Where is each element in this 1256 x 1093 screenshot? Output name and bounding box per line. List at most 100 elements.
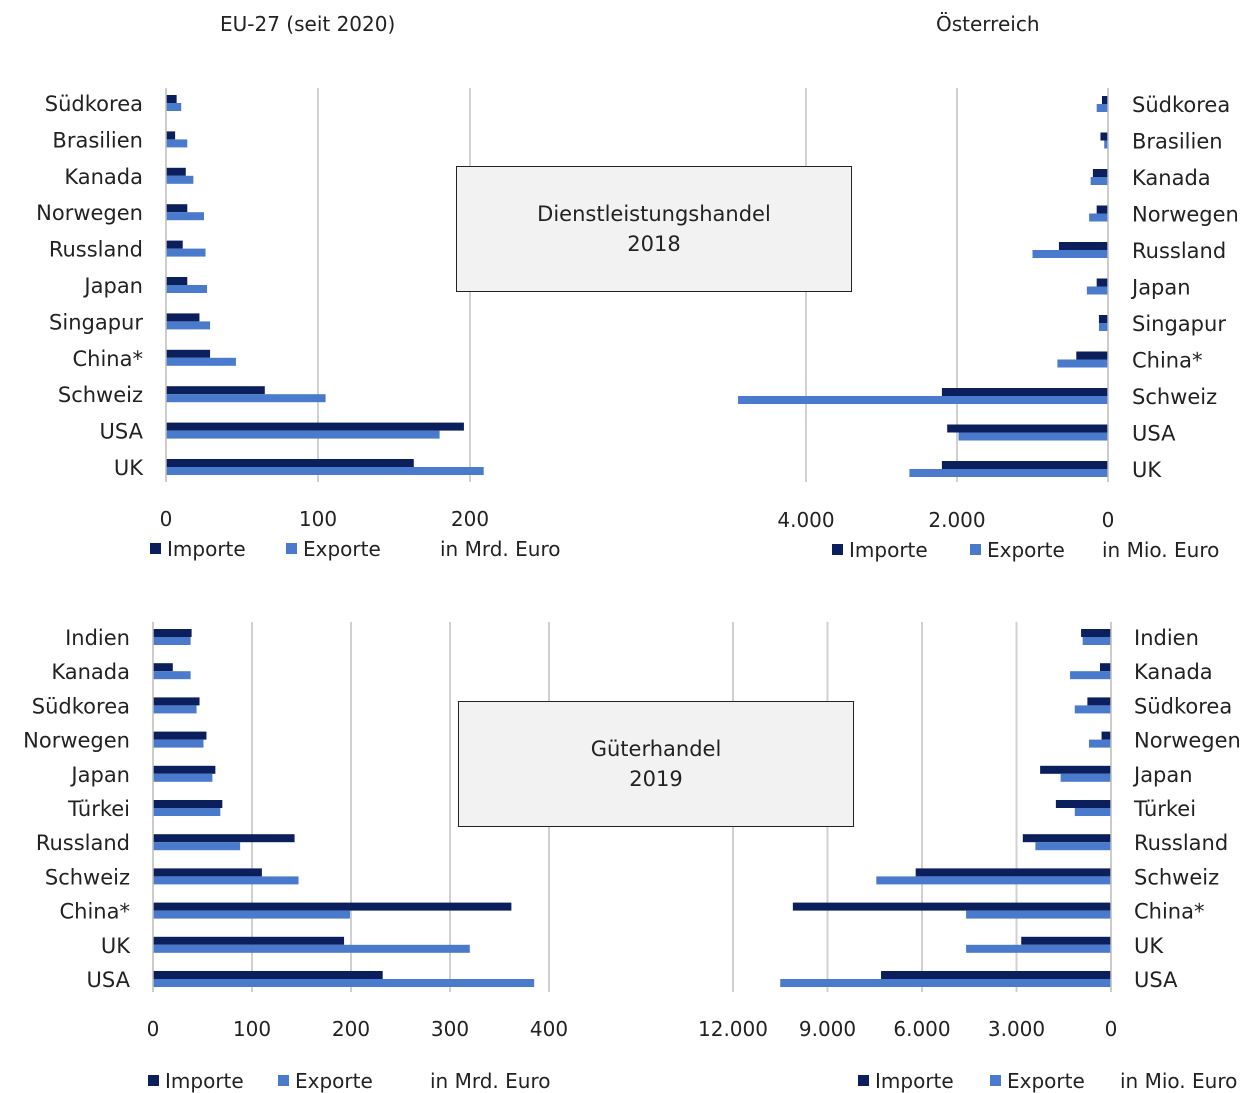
services_at-bar-importe [1076,351,1108,360]
goods_at-category-label: UK [1134,934,1164,958]
services_eu-bar-exporte [166,285,208,293]
goods_at-bar-importe [1021,936,1111,945]
goods_at-category-label: China* [1134,900,1205,924]
services_at-bar-importe [1098,315,1108,323]
services_at-tick-label: 2.000 [928,508,985,532]
goods_eu-tick-label: 300 [431,1017,469,1041]
goods_eu-legend-label: Exporte [295,1069,373,1093]
services_eu-bar-exporte [166,357,236,366]
title-box-services-line2: 2018 [627,232,681,256]
goods_eu-legend-swatch-importe [148,1075,159,1086]
services_eu-bar-exporte [166,430,440,439]
goods_at-bar-importe [1081,629,1111,637]
services_eu-bar-exporte [166,139,188,148]
services_at-unit-label: in Mio. Euro [1102,538,1219,562]
goods_at-bar-exporte [1074,705,1111,714]
services_eu-bar-importe [166,277,188,285]
services_at-bar-importe [941,461,1108,469]
services_eu-legend-swatch-importe [150,543,161,554]
services_at-bar-exporte [909,469,1108,477]
services_at-category-label: USA [1132,422,1176,446]
goods_at-bar-importe [1087,697,1111,706]
services_at-category-label: Schweiz [1132,385,1217,409]
goods_at-tick-label: 9.000 [799,1017,856,1041]
services_eu-category-label: Japan [82,274,143,298]
services_eu-legend-label: Exporte [303,537,381,561]
services_eu-category-label: USA [100,420,144,444]
goods_eu-category-label: USA [87,968,131,992]
goods_at-category-label: Norwegen [1134,729,1241,753]
services_eu-category-label: Schweiz [58,383,143,407]
goods_eu-category-label: Japan [69,763,130,787]
goods_at-tick-label: 12.000 [698,1017,768,1041]
goods_eu-bar-exporte [153,842,241,851]
services_eu-legend-label: Importe [167,537,246,561]
goods_eu-category-label: China* [60,900,131,924]
services_at-bar-exporte [1098,323,1108,331]
title-box-goods-line1: Güterhandel [590,737,722,761]
goods_at-bar-exporte [1082,637,1111,645]
goods_eu-category-label: UK [101,934,131,958]
goods_at-bar-exporte [1088,739,1111,748]
services_at-category-label: Norwegen [1132,203,1239,227]
goods_eu-category-label: Indien [65,626,130,650]
services_eu-bar-importe [166,386,265,395]
goods_eu-category-label: Kanada [51,660,130,684]
goods_eu-category-label: Südkorea [32,694,130,718]
goods_eu-bar-exporte [153,739,204,748]
header-eu: EU-27 (seit 2020) [220,12,396,36]
goods_eu-bar-exporte [153,773,213,782]
services_at-legend-label: Exporte [987,538,1065,562]
goods_eu-bar-exporte [153,876,299,885]
title-box-goods-line2: 2019 [629,767,683,791]
goods_at-bar-exporte [1070,671,1111,680]
goods_at-bar-importe [1101,731,1111,740]
services_at-category-label: UK [1132,458,1162,482]
goods_at-bar-exporte [1074,808,1111,816]
goods_eu-legend-swatch-exporte [278,1075,289,1086]
services_at-tick-label: 0 [1102,508,1115,532]
services_at-legend-swatch-importe [832,544,843,555]
services_eu-bar-importe [166,422,464,431]
goods_eu-category-label: Schweiz [45,865,130,889]
goods_eu-unit-label: in Mrd. Euro [430,1069,550,1093]
goods_at-tick-label: 0 [1105,1017,1118,1041]
goods_at-tick-label: 6.000 [893,1017,950,1041]
goods_eu-bar-importe [153,971,383,979]
services_at-bar-exporte [958,432,1108,441]
goods_at-bar-exporte [966,944,1111,953]
goods_eu-bar-importe [153,697,200,706]
goods_eu-tick-label: 400 [530,1017,568,1041]
services_eu-category-label: Brasilien [52,128,143,152]
services_at-bar-exporte [1032,250,1108,258]
services_at-bar-importe [1092,169,1108,177]
goods_eu-bar-importe [153,868,262,877]
goods_at-bar-importe [1040,765,1111,774]
goods_at-bar-exporte [1060,773,1111,782]
services_eu-tick-label: 200 [451,507,489,531]
goods_at-bar-importe [1099,663,1111,672]
goods_eu-bar-importe [153,800,223,808]
services_eu-bar-importe [166,313,200,322]
services_eu-bar-exporte [166,248,206,257]
goods_at-category-label: Russland [1134,831,1228,855]
services_eu-bar-exporte [166,321,211,330]
goods_eu-bar-importe [153,902,512,911]
services_at-category-label: Singapur [1132,312,1226,336]
services_eu-category-label: Singapur [49,310,143,334]
goods_at-bar-exporte [1035,842,1111,851]
services_at-bar-exporte [1096,104,1108,112]
goods_at-unit-label: in Mio. Euro [1120,1069,1237,1093]
goods_at-category-label: Japan [1132,763,1193,787]
goods_at-bar-exporte [876,876,1111,885]
goods_eu-bar-exporte [153,944,470,953]
services_eu-category-label: Kanada [64,165,143,189]
services_eu-bar-importe [166,204,188,213]
services_eu-unit-label: in Mrd. Euro [440,537,560,561]
services_eu-bar-importe [166,167,186,176]
services_at-bar-importe [1101,96,1108,104]
services_eu-category-label: UK [114,456,144,480]
goods_eu-bar-importe [153,731,207,740]
goods_eu-bar-exporte [153,671,191,680]
